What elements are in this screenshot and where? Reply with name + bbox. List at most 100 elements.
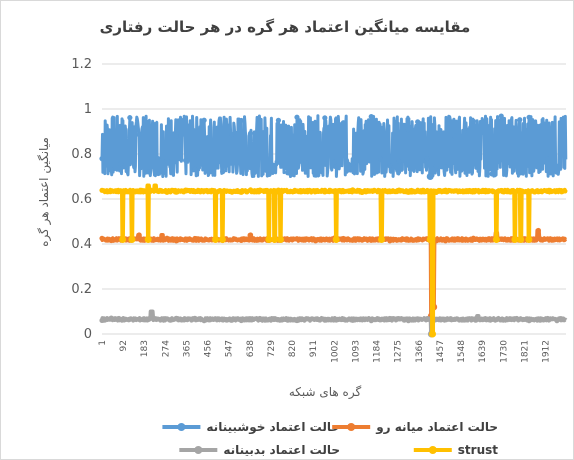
y-tick-label: 0: [84, 327, 92, 342]
data-point: [229, 237, 235, 243]
x-tick-label: 456: [204, 340, 214, 357]
data-point: [331, 316, 337, 322]
data-point: [192, 188, 198, 194]
data-point: [554, 187, 560, 194]
data-point: [220, 317, 226, 323]
data-point: [470, 316, 476, 322]
data-point: [396, 158, 402, 164]
data-point: [192, 235, 198, 242]
data-point: [322, 237, 328, 243]
data-point: [461, 317, 467, 323]
x-axis-ticks: 1 92 183 274 365 456 547 638 729 820 911 1002 1093 11…: [98, 340, 552, 363]
legend-item: حالت اعتماد بدبینانه: [179, 443, 340, 457]
data-point: [144, 236, 152, 243]
series-line: [100, 309, 568, 336]
x-axis-label: گره های شبکه: [289, 385, 362, 400]
data-point: [359, 164, 365, 171]
data-point: [387, 163, 393, 169]
x-tick-label: 1366: [415, 340, 425, 363]
x-tick-label: 1730: [499, 340, 509, 363]
data-point: [238, 189, 244, 195]
data-point: [127, 189, 133, 195]
data-point: [396, 187, 402, 193]
x-tick-label: 1184: [373, 340, 383, 363]
x-tick-label: 1: [98, 340, 108, 346]
data-point: [285, 189, 291, 195]
y-tick-label: 0.8: [71, 147, 92, 162]
data-point: [470, 118, 476, 124]
x-tick-label: 1639: [478, 340, 488, 363]
legend-label: حالت اعتماد بدبینانه: [223, 443, 340, 457]
legend-label: حالت اعتماد خوشبینانه: [206, 420, 340, 435]
series-line: [100, 183, 568, 336]
data-point: [99, 187, 105, 193]
data-point: [128, 236, 136, 243]
data-point: [257, 236, 263, 242]
data-point: [201, 188, 207, 194]
data-point: [433, 163, 439, 169]
legend-label: strust: [458, 443, 498, 457]
legend-label: حالت اعتماد میانه رو: [375, 420, 498, 435]
legend-item: strust: [413, 443, 498, 457]
data-point: [433, 189, 439, 195]
data-point: [303, 316, 309, 322]
data-point: [303, 236, 309, 242]
y-tick-label: 0.4: [71, 237, 92, 252]
data-point: [266, 316, 272, 323]
data-point: [350, 187, 356, 193]
data-point: [294, 114, 300, 120]
data-point: [331, 188, 337, 194]
data-point: [442, 238, 449, 244]
data-point: [517, 117, 523, 123]
data-point: [507, 189, 514, 195]
data-point: [405, 318, 411, 324]
data-point: [229, 132, 235, 138]
data-point: [526, 318, 532, 324]
x-tick-label: 1548: [457, 340, 467, 363]
data-point: [442, 187, 449, 193]
data-point: [492, 236, 500, 243]
data-point: [452, 316, 458, 322]
data-point: [312, 127, 319, 134]
data-point: [498, 187, 504, 194]
data-point: [127, 316, 133, 322]
data-point: [173, 189, 179, 195]
data-point: [136, 132, 142, 138]
legend-item: حالت اعتماد میانه رو: [332, 420, 498, 435]
x-tick-label: 1002: [330, 340, 340, 363]
data-point: [322, 115, 328, 121]
data-point: [498, 113, 504, 119]
data-point: [238, 117, 244, 124]
data-point: [517, 187, 523, 193]
data-point: [173, 315, 179, 321]
data-point: [331, 159, 337, 165]
data-point: [387, 315, 393, 322]
data-point: [429, 330, 437, 338]
data-point: [155, 236, 161, 242]
data-point: [489, 188, 495, 194]
data-point: [368, 188, 374, 194]
data-point: [368, 237, 374, 243]
chart-title: مقایسه میانگین اعتماد هر گره در هر حالت …: [100, 18, 471, 36]
x-tick-label: 911: [309, 340, 319, 357]
data-point: [257, 315, 263, 322]
data-point: [415, 236, 421, 243]
data-point: [136, 189, 142, 195]
data-point: [303, 188, 309, 194]
series-0: [99, 113, 568, 180]
x-tick-label: 547: [225, 340, 235, 357]
data-point: [377, 189, 384, 195]
legend-marker: [177, 423, 186, 431]
data-point: [136, 232, 142, 238]
data-point: [470, 188, 476, 194]
legend-marker: [428, 446, 437, 454]
data-point: [554, 236, 560, 242]
data-point: [212, 236, 220, 243]
data-point: [415, 187, 421, 193]
data-point: [350, 237, 356, 243]
data-point: [238, 317, 244, 324]
data-point: [396, 316, 402, 322]
data-point: [182, 316, 189, 323]
data-point: [164, 157, 170, 163]
